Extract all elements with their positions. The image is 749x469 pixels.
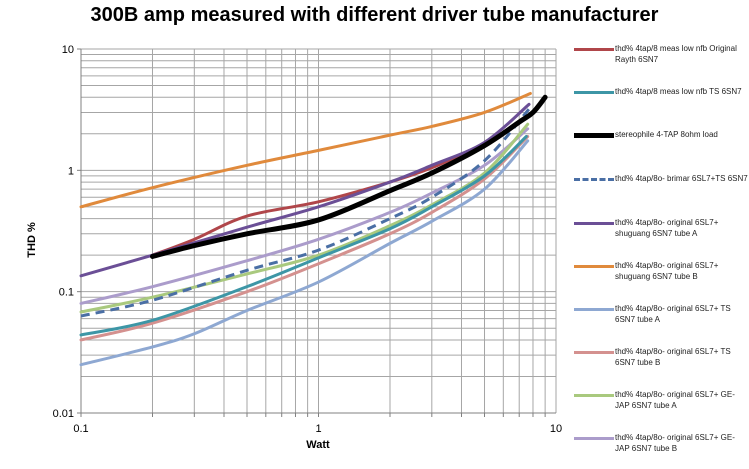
series-line-7 <box>79 135 530 342</box>
x-axis-label: Watt <box>306 439 330 451</box>
y-tick-label: 0.01 <box>53 408 74 420</box>
series-line-9 <box>79 127 530 305</box>
tick-labels: 0.01 0.1 1 10 0.1 1 10 <box>53 44 563 435</box>
legend-label: stereophile 4-TAP 8ohm load <box>615 130 718 139</box>
legend-label: thd% 4tap/8 meas low nfb Original Rayth … <box>615 44 737 64</box>
legend-label: thd% 4tap/8o- original 6SL7+ TS 6SN7 tub… <box>615 304 731 324</box>
x-tick-label: 1 <box>315 423 321 435</box>
y-tick-label: 10 <box>62 44 74 56</box>
legend-swatch <box>574 48 614 51</box>
legend-label: thd% 4tap/8o- original 6SL7+ shuguang 6S… <box>615 218 719 238</box>
series-line-0 <box>150 149 471 257</box>
legend-swatch <box>574 437 614 440</box>
legend-swatch <box>574 133 614 138</box>
y-tick-label: 1 <box>68 165 74 177</box>
legend-swatch <box>574 351 614 354</box>
series-line-6 <box>79 139 530 367</box>
grid <box>80 48 557 414</box>
series-line-2 <box>149 94 548 259</box>
legend-swatch <box>574 394 614 397</box>
series-line-1 <box>79 135 528 337</box>
series-lines <box>79 91 548 367</box>
y-axis-label: THD % <box>26 222 38 258</box>
legend-swatch <box>574 265 614 268</box>
axes <box>77 48 556 417</box>
legend-label: thd% 4tap/8 meas low nfb TS 6SN7 <box>615 87 742 96</box>
legend-label: thd% 4tap/8o- original 6SL7+ GE-JAP 6SN7… <box>615 390 735 410</box>
legend-label: thd% 4tap/8o- brimar 6SL7+TS 6SN7 <box>615 174 748 183</box>
legend-swatch <box>574 222 614 225</box>
legend-swatch <box>574 308 614 311</box>
y-tick-label: 0.1 <box>59 287 74 299</box>
x-tick-label: 0.1 <box>73 423 88 435</box>
x-tick-label: 10 <box>550 423 562 435</box>
legend-label: thd% 4tap/8o- original 6SL7+ TS 6SN7 tub… <box>615 347 731 367</box>
chart-title: 300B amp measured with different driver … <box>90 4 659 26</box>
series-line-3 <box>80 108 531 318</box>
legend-label: thd% 4tap/8o- original 6SL7+ shuguang 6S… <box>615 261 719 281</box>
series-line-8 <box>79 122 530 314</box>
legend-label: thd% 4tap/8o- original 6SL7+ GE-JAP 6SN7… <box>615 433 735 453</box>
legend-swatch <box>574 178 614 181</box>
legend-swatch <box>574 91 614 94</box>
series-line-5 <box>79 91 532 209</box>
